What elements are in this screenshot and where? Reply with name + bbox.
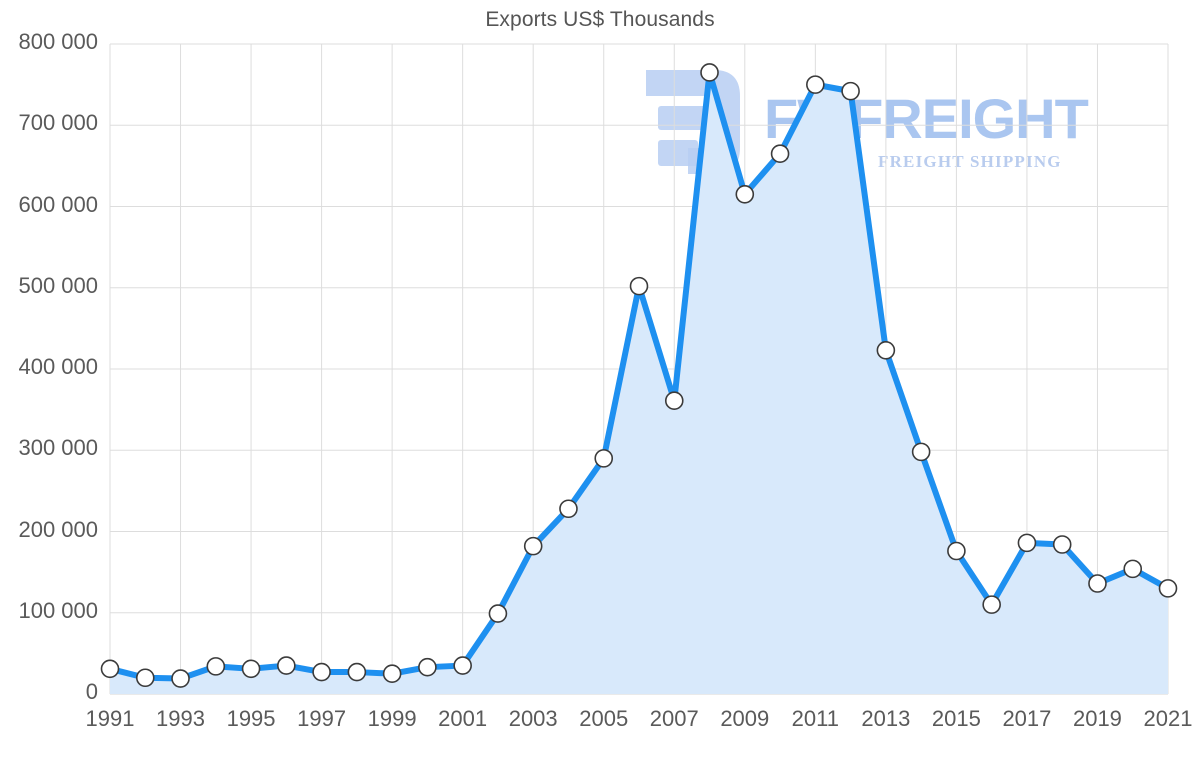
data-point-marker[interactable] (876, 341, 896, 360)
y-axis-tick-label: 800 000 (18, 29, 98, 54)
y-axis-tick-label: 200 000 (18, 516, 98, 542)
data-point-marker[interactable] (982, 595, 1001, 614)
data-point-marker[interactable] (770, 144, 790, 163)
data-point-marker[interactable] (206, 657, 226, 676)
data-point-marker[interactable] (135, 668, 155, 688)
x-axis-tick-label: 1993 (156, 706, 206, 731)
data-point-marker[interactable] (277, 656, 296, 675)
y-axis-tick-label: 500 000 (18, 272, 98, 298)
data-point-marker[interactable] (171, 669, 190, 688)
y-axis-tick-label: 700 000 (18, 110, 98, 136)
data-point-marker[interactable] (453, 656, 472, 675)
data-point-marker[interactable] (664, 391, 684, 410)
x-axis-tick-label: 2019 (1072, 706, 1122, 731)
y-axis-tick-label: 600 000 (18, 191, 98, 217)
data-point-marker[interactable] (488, 604, 508, 623)
x-axis-tick-label: 2003 (508, 706, 558, 731)
data-point-marker[interactable] (241, 659, 261, 679)
x-axis-tick-label: 1997 (297, 706, 347, 731)
data-point-marker[interactable] (735, 185, 755, 204)
data-point-marker[interactable] (1123, 559, 1143, 579)
data-point-marker[interactable] (841, 81, 860, 101)
x-axis-tick-label: 2021 (1143, 706, 1193, 731)
area-fill (110, 72, 1168, 694)
data-point-marker[interactable] (700, 63, 719, 82)
x-axis-tick-label: 1999 (367, 706, 417, 731)
data-point-marker[interactable] (312, 662, 331, 682)
data-point-marker[interactable] (559, 499, 578, 519)
x-axis-tick-label: 2013 (861, 706, 911, 731)
chart-title: Exports US$ Thousands (485, 8, 715, 31)
data-point-marker[interactable] (806, 75, 825, 94)
x-axis-tick-label: 1995 (226, 706, 276, 731)
data-point-markers (100, 63, 1178, 688)
data-point-marker[interactable] (911, 442, 931, 462)
data-point-marker[interactable] (629, 276, 649, 296)
x-axis-tick-label: 2005 (579, 706, 629, 731)
data-point-marker[interactable] (1052, 535, 1072, 554)
x-axis-tick-label: 2011 (791, 706, 839, 731)
data-point-marker[interactable] (523, 536, 543, 556)
y-axis: 0 100 000 200 000 300 000 400 000 500 000 600 … (0, 0, 98, 763)
data-point-marker[interactable] (1017, 533, 1037, 553)
x-axis-tick-label: 1991 (85, 706, 135, 731)
data-point-marker[interactable] (100, 659, 120, 679)
data-point-marker[interactable] (1158, 579, 1178, 598)
x-axis-tick-label: 2001 (438, 706, 488, 731)
data-point-marker[interactable] (1088, 574, 1107, 593)
x-axis-tick-label: 2017 (1002, 706, 1052, 731)
y-axis-tick-label: 300 000 (18, 435, 98, 461)
data-point-marker[interactable] (347, 662, 367, 682)
data-point-marker[interactable] (947, 541, 966, 561)
y-axis-tick-label: 0 (85, 679, 98, 704)
x-axis-tick-label: 2009 (720, 706, 770, 731)
x-axis-tick-label: 2015 (931, 706, 981, 731)
y-axis-tick-label: 100 000 (18, 597, 98, 623)
x-axis-tick-label: 2007 (649, 706, 699, 731)
y-axis-tick-label: 400 000 (18, 354, 98, 379)
data-point-marker[interactable] (594, 449, 614, 468)
data-point-marker[interactable] (418, 657, 437, 677)
data-point-marker[interactable] (382, 664, 402, 683)
